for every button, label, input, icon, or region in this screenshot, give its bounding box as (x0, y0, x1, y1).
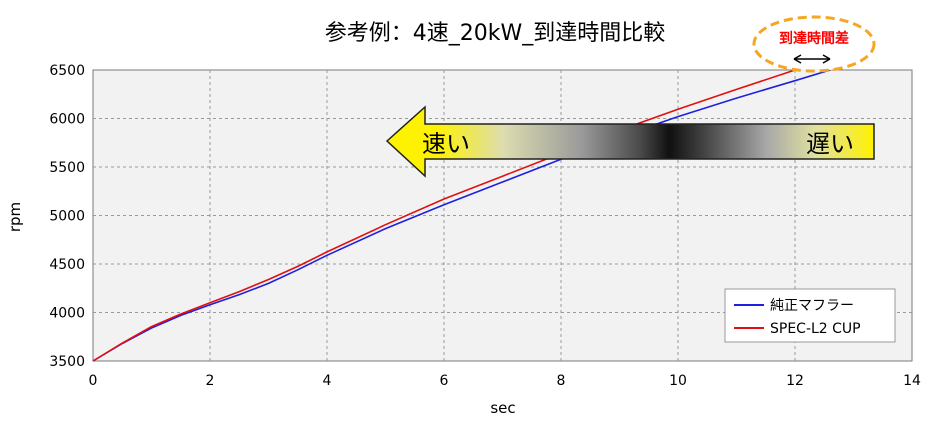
y-tick-label: 6000 (49, 112, 85, 128)
time-diff-label: 到達時間差 (779, 30, 849, 47)
x-tick-label: 12 (786, 373, 804, 389)
time-diff-callout: 到達時間差 (752, 15, 876, 73)
time-diff-arrow-right-head (822, 54, 831, 64)
slower-label: 遅い (806, 130, 854, 158)
legend-box (724, 288, 896, 343)
axis-ticks: 0 2 4 6 8 10 12 14 3500 4000 4500 5000 5500 6000 6500 (49, 63, 921, 389)
y-tick-label: 4500 (49, 257, 85, 273)
speed-arrow-shape (385, 105, 875, 178)
x-tick-label: 0 (89, 373, 98, 389)
x-axis-label: sec (490, 399, 515, 417)
y-tick-label: 3500 (49, 354, 85, 370)
y-tick-label: 6500 (49, 63, 85, 79)
faster-label: 速い (422, 130, 470, 158)
x-tick-label: 4 (323, 373, 332, 389)
chart-title: 参考例：4速_20kW_到達時間比較 (325, 21, 666, 46)
x-tick-label: 6 (440, 373, 449, 389)
y-tick-label: 4000 (49, 306, 85, 322)
legend: 純正マフラー SPEC-L2 CUP (724, 288, 896, 343)
y-tick-label: 5500 (49, 160, 85, 176)
y-axis-label: rpm (6, 202, 24, 232)
series-line-0 (92, 69, 831, 362)
y-tick-label: 5000 (49, 209, 85, 225)
series-line-1 (92, 69, 796, 362)
time-diff-arrow-left-head (793, 54, 802, 64)
speed-arrow: 速い 遅い (385, 105, 875, 178)
x-tick-label: 8 (557, 373, 566, 389)
x-tick-label: 10 (669, 373, 687, 389)
legend-label-series-1: SPEC-L2 CUP (770, 321, 861, 337)
x-tick-label: 2 (206, 373, 215, 389)
callout-ellipse (752, 15, 876, 73)
x-tick-label: 14 (903, 373, 921, 389)
legend-label-series-0: 純正マフラー (770, 298, 854, 314)
series-layer (92, 69, 831, 362)
